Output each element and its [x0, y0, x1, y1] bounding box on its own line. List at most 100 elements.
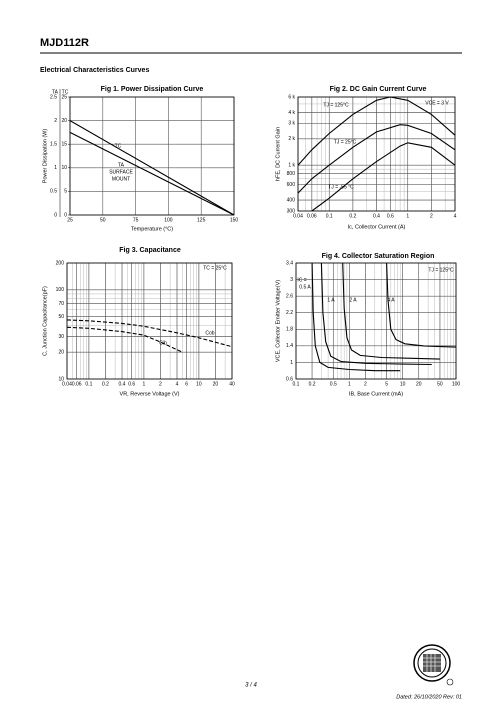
y-axis-label: hFE, DC Current Gain [275, 127, 281, 181]
x-tick-label: 4 [454, 213, 457, 219]
x-tick-label: 0.6 [387, 213, 394, 219]
x-tick-label: 5 [385, 381, 388, 387]
x-tick-label: 2 [430, 213, 433, 219]
x-tick-label: 0.2 [102, 381, 109, 387]
curve [297, 96, 456, 166]
y-tick-label: 600 [287, 182, 296, 188]
y-tick-label: 70 [58, 301, 64, 307]
annotation: 1 A [327, 297, 335, 303]
doc-title: MJD112R [40, 37, 89, 49]
curve [311, 142, 456, 212]
x-tick-label: 0.04 [293, 213, 303, 219]
curve [311, 262, 401, 372]
x-tick-label: 0.1 [293, 381, 300, 387]
y-tick-label: 4 k [288, 110, 295, 116]
x-tick-label: 0.2 [349, 213, 356, 219]
curve [342, 262, 440, 360]
x-tick-label: 100 [452, 381, 461, 387]
chart-title: Fig 1. Power Dissipation Curve [101, 86, 204, 93]
y-tick-label: 2 k [288, 136, 295, 142]
y-tick-label: 0 [54, 212, 57, 218]
y2-tick-label: 10 [61, 165, 67, 171]
chart-title: Fig 4. Collector Saturation Region [322, 253, 435, 260]
annotation: TJ = -55 °C [328, 184, 354, 190]
x-tick-label: 2 [364, 381, 367, 387]
curve [297, 124, 456, 194]
x-axis-label: Ic, Collector Current (A) [348, 224, 406, 230]
y-axis-label: C, Junction Capacitance(pF) [42, 286, 48, 356]
plot-frame [69, 96, 235, 216]
annotation: TA [118, 162, 125, 168]
y-tick-label: 2.2 [286, 310, 293, 316]
y-tick-label: 1 [54, 165, 57, 171]
x-tick-label: 125 [197, 217, 206, 223]
logo [413, 644, 454, 686]
x-tick-label: 100 [164, 217, 173, 223]
y-tick-label: 2.6 [286, 293, 293, 299]
x-tick-label: 0.06 [72, 381, 82, 387]
y-tick-label: 20 [58, 349, 64, 355]
y-tick-label: 1.4 [286, 343, 293, 349]
annotation: Cib [159, 340, 167, 346]
y-tick-label: 100 [56, 287, 65, 293]
x-tick-label: 50 [100, 217, 106, 223]
annotation: VCE = 3 V [425, 100, 449, 106]
y-tick-label: 2.5 [50, 94, 57, 100]
x-tick-label: 1 [406, 213, 409, 219]
section-title: Electrical Characteristics Curves [40, 67, 149, 74]
y-axis-label: VCE, Collector Emitter Voltage(V) [275, 280, 281, 362]
plot-frame [297, 96, 456, 212]
y2-header: TC [62, 89, 69, 95]
x-tick-label: 6 [185, 381, 188, 387]
date-rev: Dated: 26/10/2020 Rev: 01 [396, 694, 462, 700]
x-axis-label: IB, Base Current (mA) [349, 391, 403, 397]
x-tick-label: 1 [348, 381, 351, 387]
y-tick-label: 3.4 [286, 260, 293, 266]
y2-tick-label: 0 [64, 212, 67, 218]
annotation: TJ = 125°C [428, 267, 454, 273]
x-tick-label: 0.04 [62, 381, 72, 387]
y-tick-label: 0.5 [50, 189, 57, 195]
x-tick-label: 1 [142, 381, 145, 387]
annotation: TJ = 25°C [334, 139, 357, 145]
curve [320, 262, 432, 366]
page-number: 3 / 4 [245, 683, 257, 689]
y2-tick-label: 15 [61, 142, 67, 148]
y-tick-label: 800 [287, 171, 296, 177]
y-tick-label: 400 [287, 197, 296, 203]
y-tick-label: 3 k [288, 121, 295, 127]
y-tick-label: 10 [58, 376, 64, 382]
x-axis-label: VR, Reverse Voltage (V) [120, 391, 180, 397]
x-tick-label: 0.2 [309, 381, 316, 387]
y-tick-label: 0.6 [286, 376, 293, 382]
x-tick-label: 0.4 [119, 381, 126, 387]
x-tick-label: 40 [229, 381, 235, 387]
y-tick-label: 2 [54, 118, 57, 124]
x-tick-label: 150 [230, 217, 239, 223]
y-tick-label: 1 [290, 360, 293, 366]
x-tick-label: 20 [416, 381, 422, 387]
y-tick-label: 30 [58, 334, 64, 340]
y-tick-label: 1.8 [286, 327, 293, 333]
y-tick-label: 6 k [288, 94, 295, 100]
annotation: 0.5 A [299, 284, 311, 290]
x-tick-label: 75 [133, 217, 139, 223]
x-tick-label: 20 [213, 381, 219, 387]
x-tick-label: 2 [159, 381, 162, 387]
x-axis-label: Temperature (°C) [131, 226, 173, 232]
y-tick-label: 1 k [288, 163, 295, 169]
y2-tick-label: 20 [61, 118, 67, 124]
x-tick-label: 0.1 [326, 213, 333, 219]
curve [69, 120, 235, 216]
x-tick-label: 10 [196, 381, 202, 387]
x-tick-label: 0.4 [373, 213, 380, 219]
y-tick-label: 3 [290, 277, 293, 283]
x-tick-label: 25 [67, 217, 73, 223]
plot-frame [66, 262, 233, 380]
y-axis-label: Power Dissipation (W) [42, 129, 48, 184]
y2-tick-label: 5 [64, 189, 67, 195]
x-tick-label: 4 [176, 381, 179, 387]
